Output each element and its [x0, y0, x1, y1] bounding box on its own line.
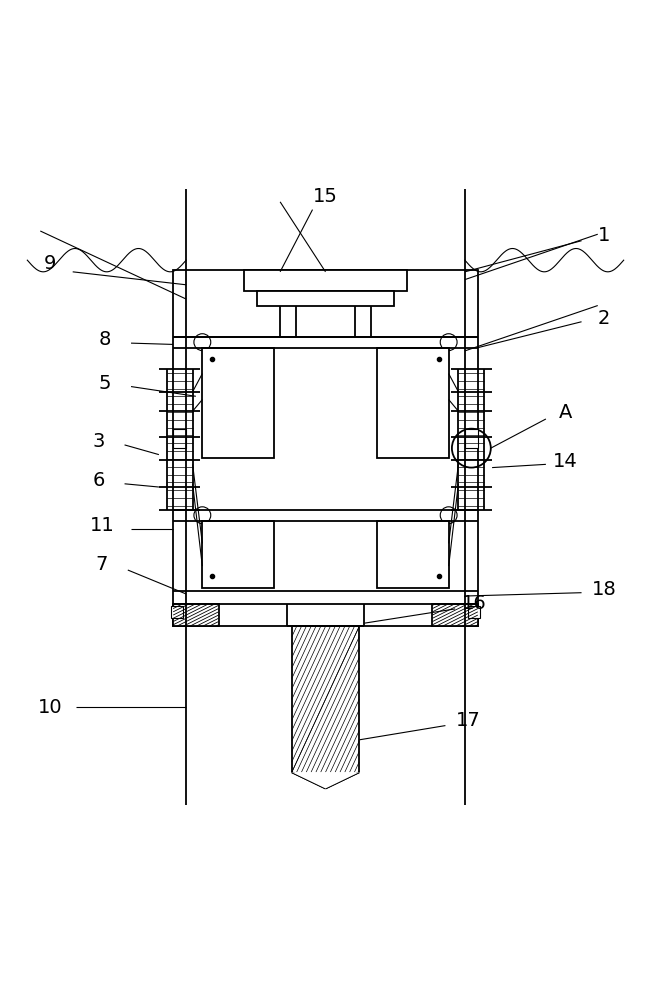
Bar: [171, 606, 183, 618]
Bar: [245, 270, 406, 291]
Polygon shape: [292, 772, 359, 788]
Text: 17: 17: [456, 711, 480, 730]
Text: 3: 3: [92, 432, 105, 451]
Text: 5: 5: [99, 374, 111, 393]
Bar: [465, 429, 478, 448]
Text: 2: 2: [598, 309, 611, 328]
Text: 18: 18: [592, 580, 616, 599]
Bar: [432, 604, 478, 626]
Text: 10: 10: [38, 698, 62, 717]
Bar: [378, 521, 449, 588]
Text: 14: 14: [553, 452, 577, 471]
Text: 9: 9: [44, 254, 56, 273]
Text: 11: 11: [89, 516, 114, 535]
Bar: [173, 604, 219, 626]
Text: A: A: [559, 403, 572, 422]
Bar: [202, 348, 273, 458]
Text: 15: 15: [313, 187, 338, 206]
Text: 6: 6: [92, 471, 105, 490]
Bar: [173, 429, 186, 448]
Text: 7: 7: [96, 555, 108, 574]
Bar: [257, 291, 394, 306]
Text: 8: 8: [99, 330, 111, 349]
Bar: [202, 521, 273, 588]
Text: 16: 16: [462, 594, 487, 613]
Bar: [468, 606, 480, 618]
Bar: [378, 348, 449, 458]
Bar: [173, 270, 478, 626]
Text: 1: 1: [598, 226, 611, 245]
